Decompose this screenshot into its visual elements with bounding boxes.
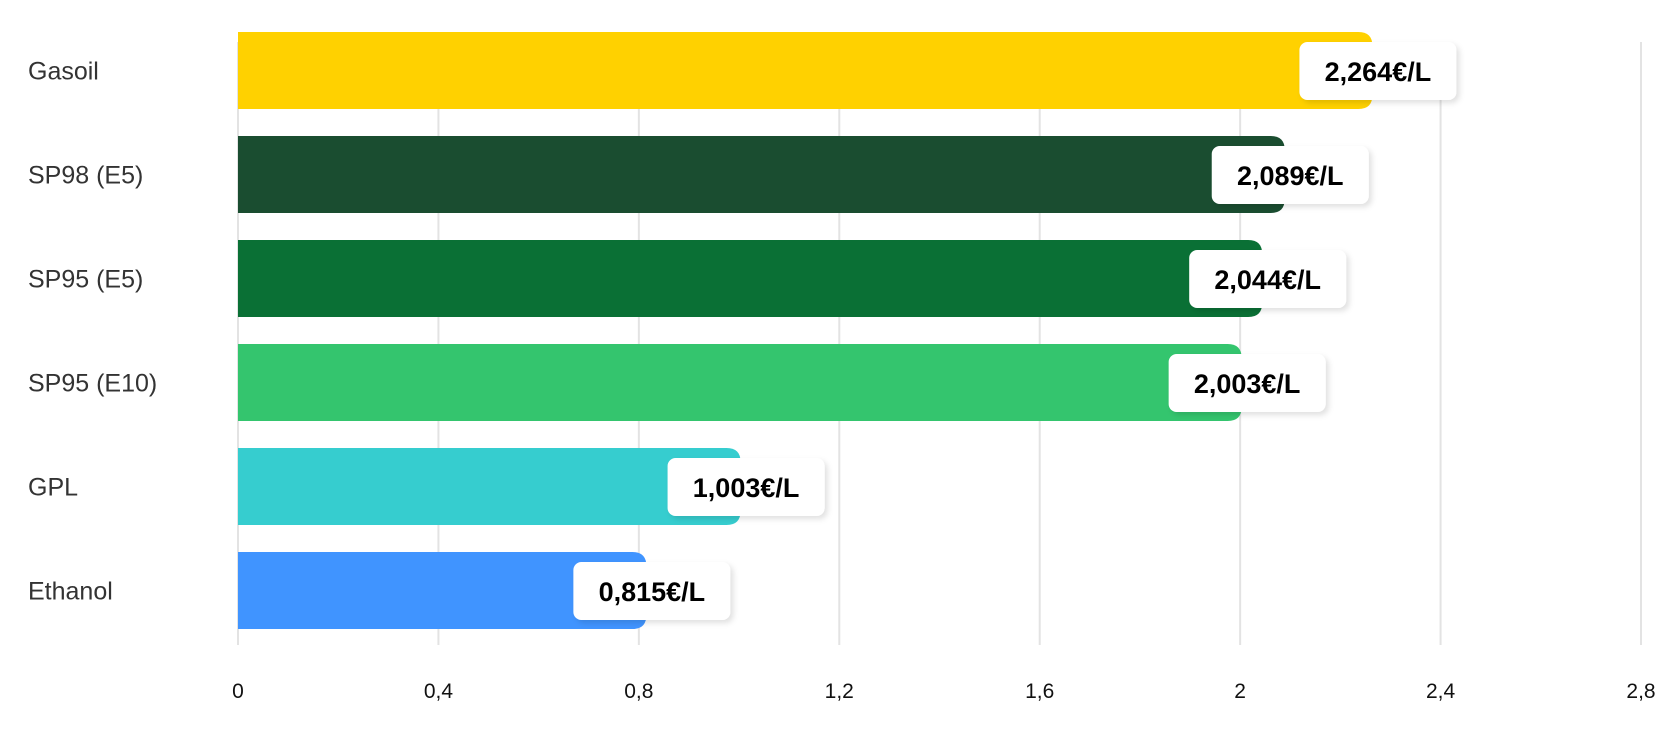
category-label: SP98 (E5)	[28, 162, 143, 190]
x-tick-label: 2,8	[1626, 680, 1655, 703]
value-label-box	[1189, 250, 1347, 308]
value-label-box	[1211, 146, 1369, 204]
value-label: 2,089€/L	[1237, 161, 1344, 191]
value-label-box	[667, 458, 825, 516]
x-tick-label: 0,8	[624, 680, 653, 703]
bar	[238, 32, 1373, 109]
value-label-box	[1168, 354, 1326, 412]
value-label-box	[1299, 42, 1457, 100]
category-label: GPL	[28, 474, 78, 502]
bar	[238, 240, 1263, 317]
bar	[238, 448, 741, 525]
value-label: 0,815€/L	[599, 577, 706, 607]
category-label: Gasoil	[28, 58, 99, 86]
bar	[238, 344, 1242, 421]
x-tick-label: 0,4	[424, 680, 454, 703]
category-label: Ethanol	[28, 578, 113, 606]
category-label: SP95 (E10)	[28, 370, 157, 398]
value-label-box	[573, 562, 731, 620]
x-tick-label: 1,6	[1025, 680, 1054, 703]
value-label: 2,003€/L	[1194, 369, 1301, 399]
bar	[238, 136, 1285, 213]
x-tick-label: 2	[1234, 680, 1246, 703]
x-tick-label: 0	[232, 680, 244, 703]
bar	[238, 552, 647, 629]
category-label: SP95 (E5)	[28, 266, 143, 294]
value-label: 2,264€/L	[1325, 57, 1432, 87]
x-tick-label: 1,2	[825, 680, 854, 703]
value-label: 2,044€/L	[1214, 265, 1321, 295]
x-tick-label: 2,4	[1426, 680, 1456, 703]
value-label: 1,003€/L	[693, 473, 800, 503]
